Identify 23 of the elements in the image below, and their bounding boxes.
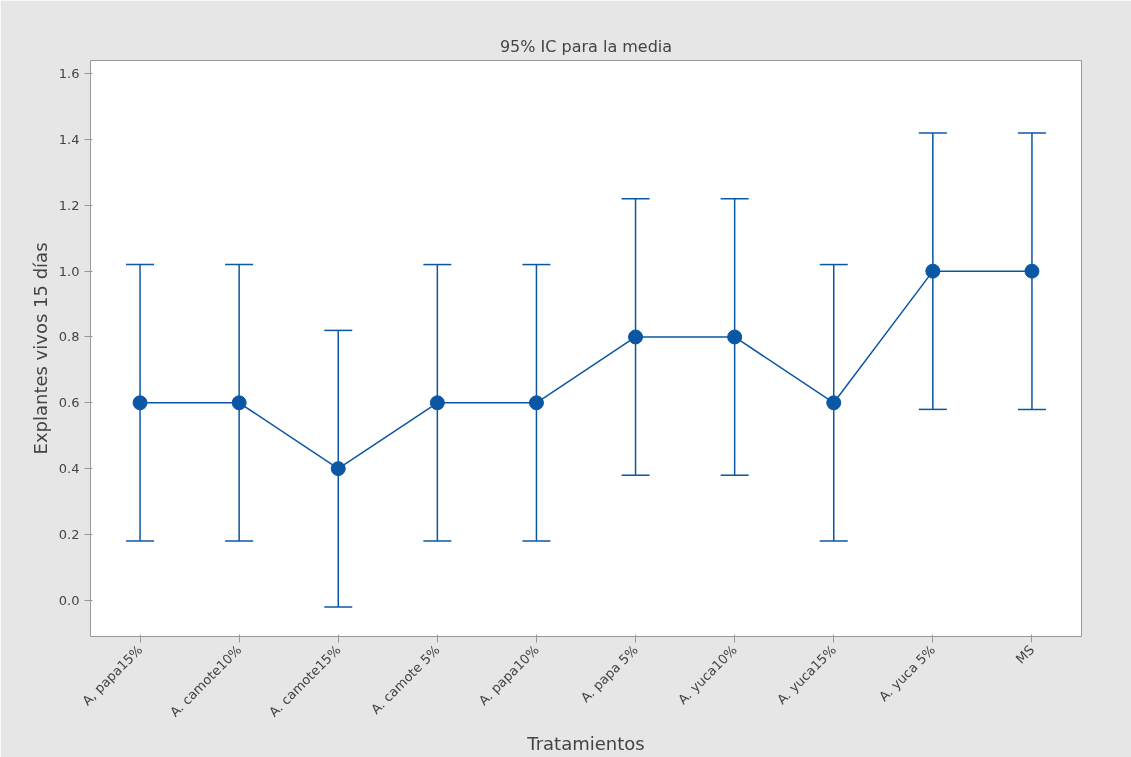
point <box>628 329 644 345</box>
point <box>1024 263 1040 279</box>
point <box>330 461 346 477</box>
x-tick-label: MS <box>1012 642 1038 667</box>
point <box>231 395 247 411</box>
point <box>132 395 148 411</box>
x-axis-title: Tratamientos <box>526 733 645 755</box>
point <box>429 395 445 411</box>
y-tick-label: 0.6 <box>58 395 80 411</box>
point <box>925 263 941 279</box>
y-tick-label: 0.0 <box>58 592 80 608</box>
y-tick-label: 1.4 <box>58 131 80 147</box>
y-tick-label: 0.2 <box>58 526 80 542</box>
y-tick-label: 0.8 <box>58 329 80 345</box>
y-tick-label: 1.6 <box>58 66 80 82</box>
point <box>727 329 743 345</box>
point <box>826 395 842 411</box>
y-tick-label: 1.0 <box>58 263 80 279</box>
y-tick-label: 1.2 <box>58 197 80 213</box>
y-axis-title: Explantes vivos 15 días <box>29 242 51 455</box>
y-tick-label: 0.4 <box>58 461 80 477</box>
point <box>528 395 544 411</box>
chart-title: 95% IC para la media <box>499 36 673 56</box>
